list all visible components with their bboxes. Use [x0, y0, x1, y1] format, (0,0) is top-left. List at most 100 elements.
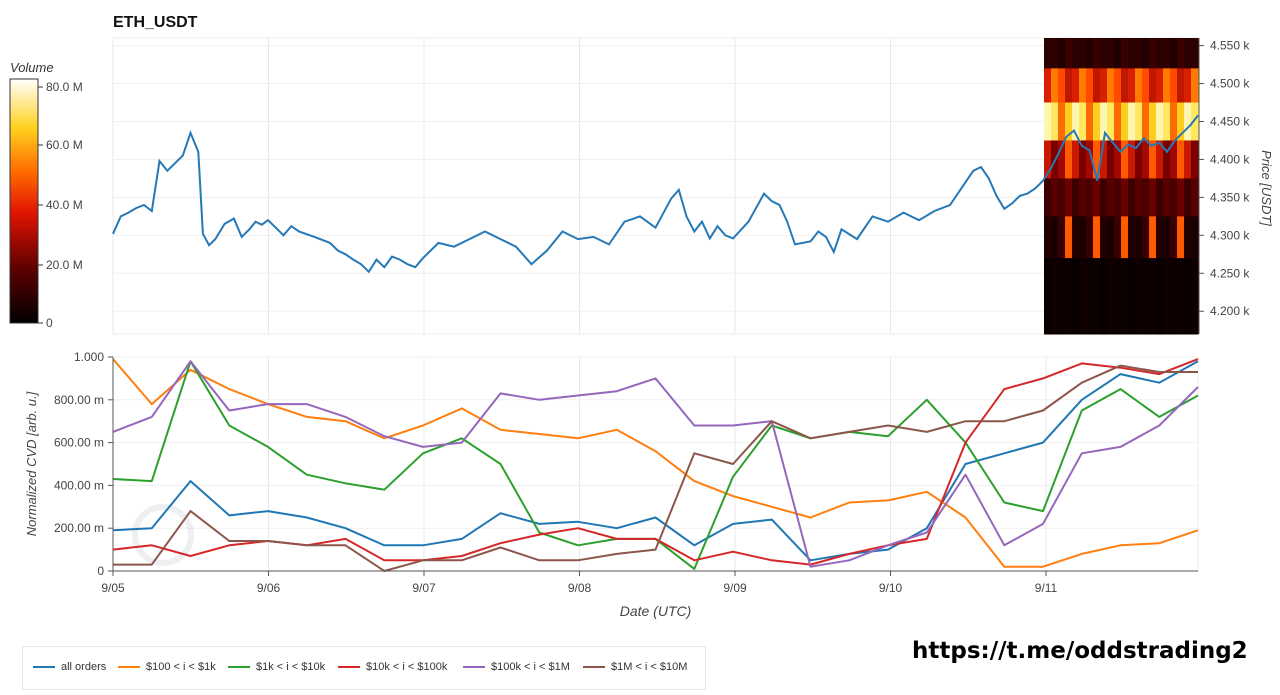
heatmap-cell: [1156, 140, 1164, 179]
cvd-y-tick-label: 400.00 m: [54, 478, 104, 492]
heatmap-cell: [1100, 102, 1108, 141]
heatmap-cell: [1142, 140, 1150, 179]
legend-item-all-orders[interactable]: all orders: [33, 661, 106, 673]
heatmap-cell: [1163, 140, 1171, 179]
heatmap-cell: [1128, 258, 1136, 335]
colorbar: [9, 78, 39, 324]
legend-item-10k-100k[interactable]: $10k < i < $100k: [338, 661, 447, 673]
heatmap-cell: [1163, 68, 1171, 104]
heatmap-cell: [1142, 102, 1150, 141]
heatmap-cell: [1051, 68, 1059, 104]
heatmap-cell: [1072, 216, 1080, 259]
heatmap-cell: [1086, 258, 1094, 335]
heatmap-cell: [1184, 102, 1192, 141]
heatmap-cell: [1142, 258, 1150, 335]
heatmap-cell: [1142, 68, 1150, 104]
price-plot-area: [112, 37, 1199, 335]
cvd-y-tick-label: 800.00 m: [54, 393, 104, 407]
price-line: [112, 114, 1199, 274]
heatmap-cell: [1100, 258, 1108, 335]
heatmap-cell: [1170, 38, 1178, 69]
price-y-tick-label: 4.350 k: [1210, 190, 1250, 204]
heatmap-cell: [1149, 68, 1157, 104]
heatmap-cell: [1100, 38, 1108, 69]
heatmap-cell: [1177, 38, 1185, 69]
heatmap-cell: [1051, 178, 1059, 217]
heatmap-cell: [1184, 216, 1192, 259]
heatmap-cell: [1142, 178, 1150, 217]
heatmap-cell: [1058, 216, 1066, 259]
heatmap-cell: [1093, 102, 1101, 141]
heatmap-cell: [1128, 68, 1136, 104]
heatmap-cell: [1121, 258, 1129, 335]
heatmap-cell: [1086, 140, 1094, 179]
heatmap-cell: [1065, 68, 1073, 104]
heatmap-cell: [1058, 68, 1066, 104]
heatmap-cell: [1142, 216, 1150, 259]
legend-swatch: [463, 666, 485, 668]
heatmap-cell: [1156, 102, 1164, 141]
price-y-axis-label: Price [USDT]: [1259, 150, 1274, 226]
heatmap-cell: [1072, 38, 1080, 69]
colorbar-tick-label: 20.0 M: [46, 258, 83, 272]
heatmap-cell: [1093, 68, 1101, 104]
heatmap-cell: [1044, 216, 1052, 259]
heatmap-cell: [1184, 178, 1192, 217]
heatmap-cell: [1051, 102, 1059, 141]
heatmap-cell: [1107, 68, 1115, 104]
heatmap-cell: [1156, 216, 1164, 259]
watermark-logo: [132, 504, 194, 566]
heatmap-cell: [1177, 140, 1185, 179]
heatmap-cell: [1100, 68, 1108, 104]
heatmap-cell: [1191, 38, 1199, 69]
price-y-tick-label: 4.200 k: [1210, 304, 1250, 318]
heatmap-cell: [1135, 216, 1143, 259]
volume-heatmap: [1044, 38, 1199, 335]
legend-swatch: [338, 666, 360, 668]
cvd-y-tick-label: 600.00 m: [54, 436, 104, 450]
heatmap-cell: [1163, 258, 1171, 335]
heatmap-cell: [1191, 140, 1199, 179]
legend-item-100-1k[interactable]: $100 < i < $1k: [118, 661, 216, 673]
legend-item-1m-10m[interactable]: $1M < i < $10M: [583, 661, 687, 673]
cvd-x-tick-label: 9/11: [1035, 581, 1058, 595]
heatmap-cell: [1170, 216, 1178, 259]
heatmap-cell: [1156, 258, 1164, 335]
legend-label: $1M < i < $10M: [611, 661, 688, 673]
cvd-x-tick-label: 9/09: [723, 581, 747, 595]
telegram-link[interactable]: https://t.me/oddstrading2: [912, 638, 1248, 664]
heatmap-cell: [1079, 216, 1087, 259]
legend: all orders $100 < i < $1k $1k < i < $10k…: [22, 646, 706, 690]
price-y-tick-label: 4.500 k: [1210, 77, 1250, 91]
heatmap-cell: [1100, 140, 1108, 179]
heatmap-cell: [1135, 140, 1143, 179]
heatmap-cell: [1051, 38, 1059, 69]
legend-item-100k-1m[interactable]: $100k < i < $1M: [463, 661, 570, 673]
heatmap-cell: [1051, 216, 1059, 259]
heatmap-cell: [1163, 102, 1171, 141]
heatmap-cell: [1086, 216, 1094, 259]
cvd-y-tick-label: 0: [97, 564, 104, 578]
heatmap-cell: [1135, 68, 1143, 104]
heatmap-cell: [1149, 38, 1157, 69]
heatmap-cell: [1107, 38, 1115, 69]
heatmap-cell: [1058, 258, 1066, 335]
heatmap-cell: [1128, 216, 1136, 259]
price-y-tick-label: 4.550 k: [1210, 39, 1250, 53]
legend-label: $100 < i < $1k: [146, 661, 216, 673]
heatmap-cell: [1135, 102, 1143, 141]
legend-item-1k-10k[interactable]: $1k < i < $10k: [228, 661, 325, 673]
legend-label: $1k < i < $10k: [256, 661, 326, 673]
heatmap-cell: [1114, 68, 1122, 104]
heatmap-cell: [1156, 178, 1164, 217]
heatmap-cell: [1093, 38, 1101, 69]
cvd-y-tick-label: 200.00 m: [54, 521, 104, 535]
heatmap-cell: [1044, 258, 1052, 335]
heatmap-cell: [1072, 68, 1080, 104]
heatmap-cell: [1065, 38, 1073, 69]
heatmap-cell: [1121, 140, 1129, 179]
heatmap-cell: [1135, 258, 1143, 335]
heatmap-cell: [1170, 178, 1178, 217]
legend-swatch: [228, 666, 250, 668]
